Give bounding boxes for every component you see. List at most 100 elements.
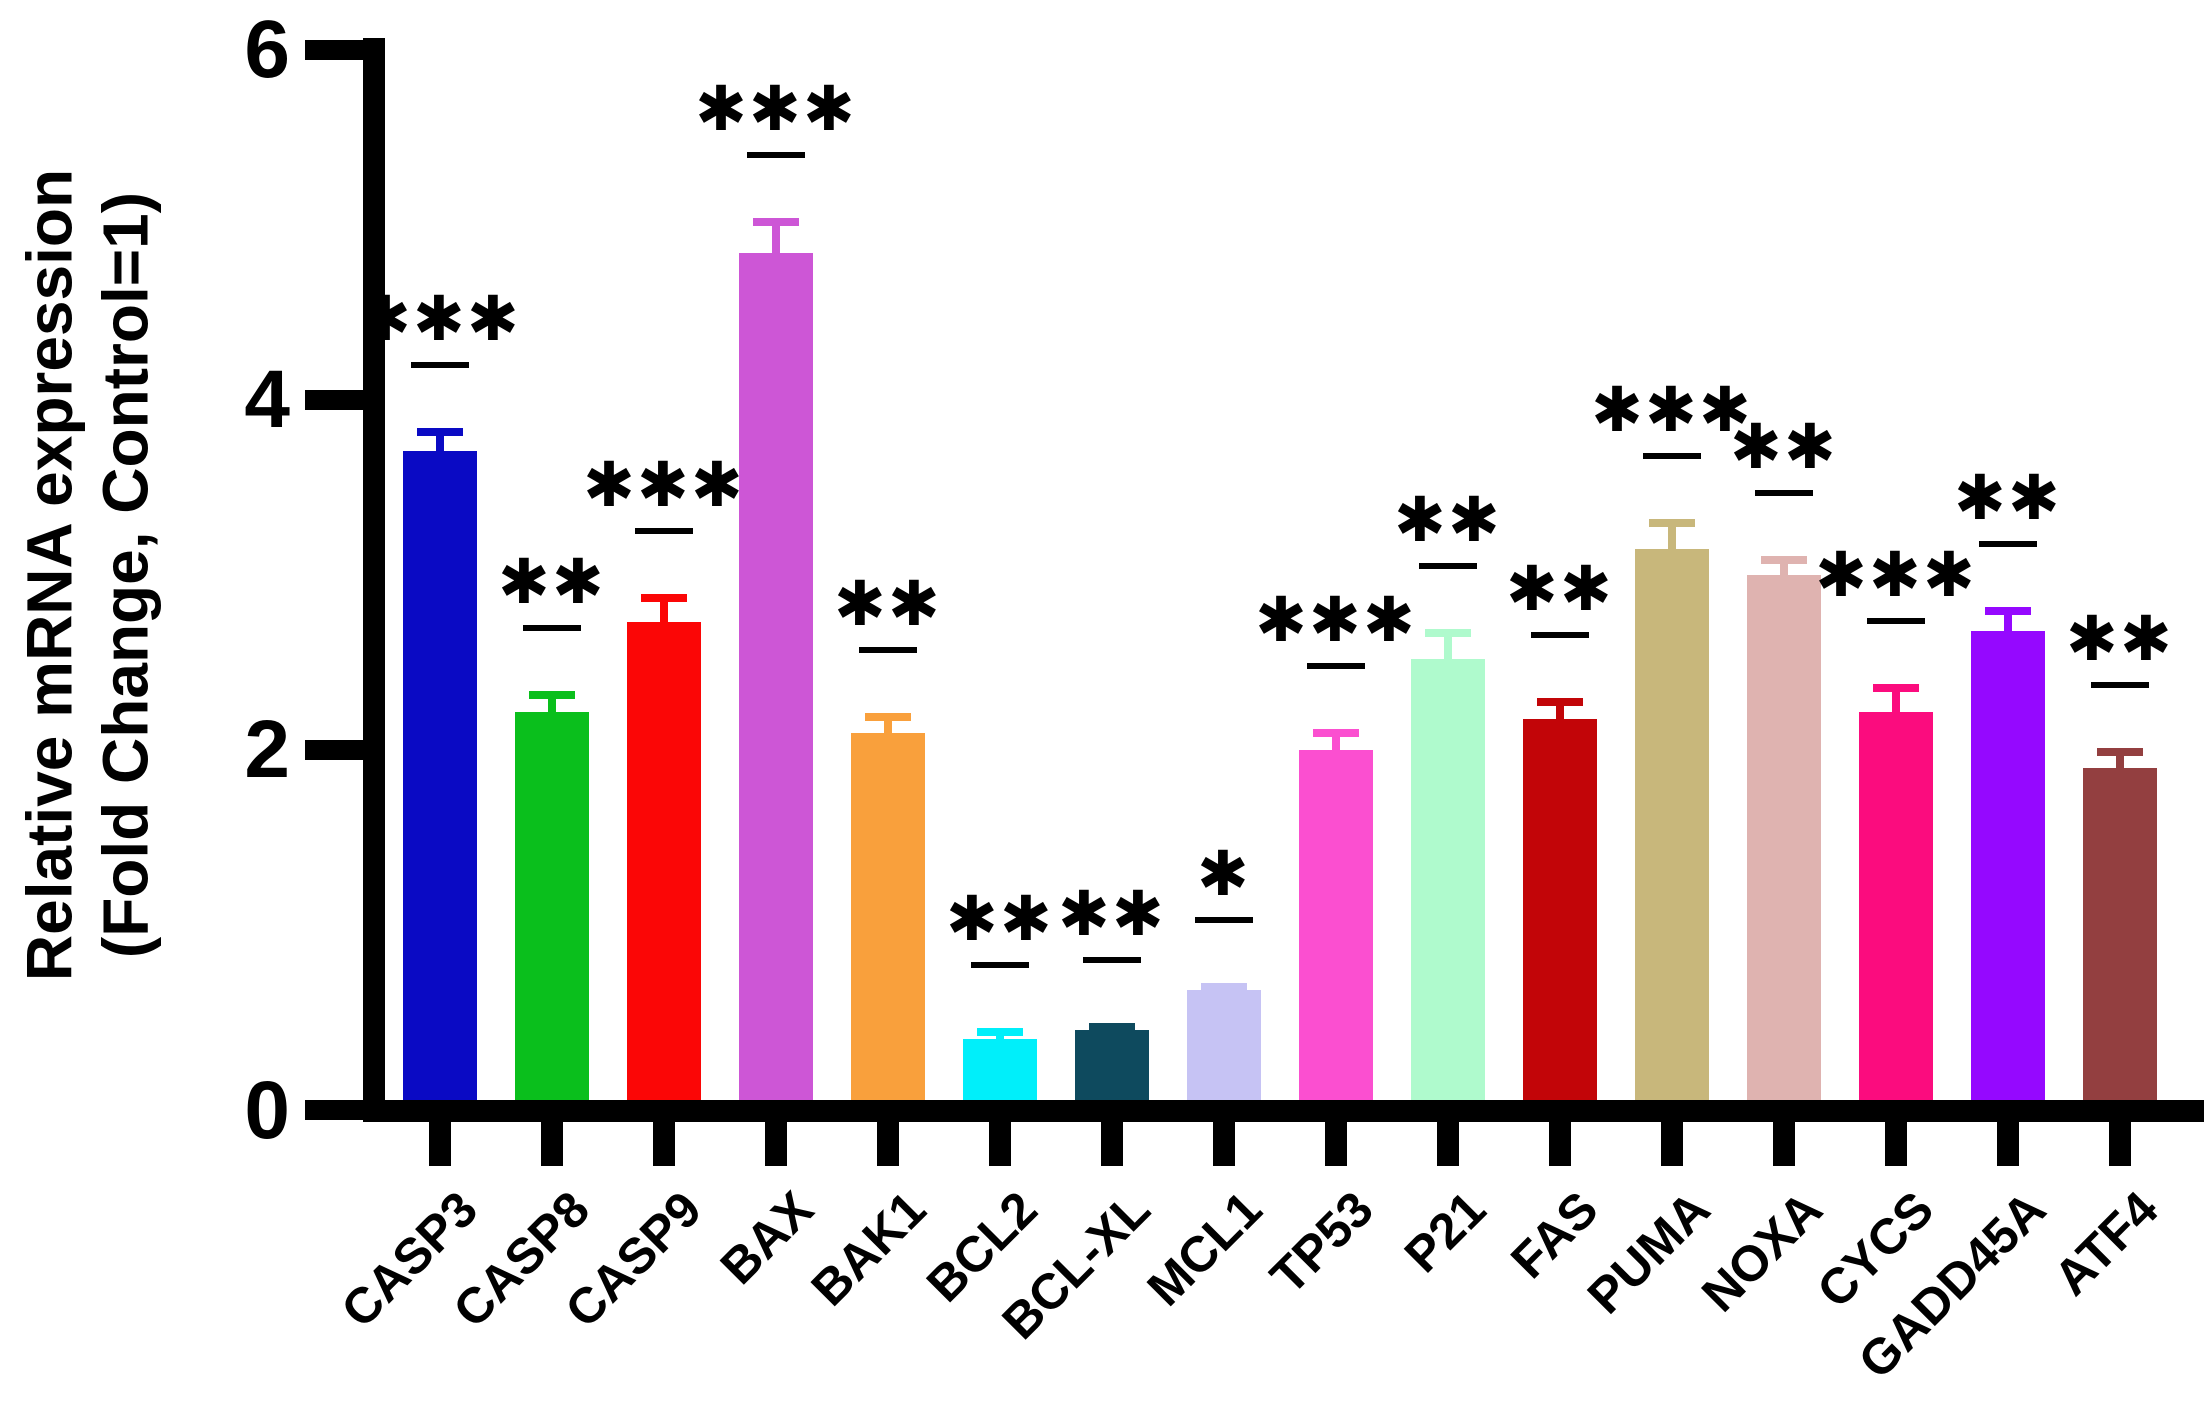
significance-line-BCL2 [971, 962, 1029, 969]
x-tick-BCL-XL [1101, 1122, 1123, 1166]
significance-stars-ATF4: ✱✱ [2066, 605, 2174, 675]
significance-stars-GADD45A: ✱✱ [1954, 463, 2062, 533]
significance-FAS: ✱✱ [1450, 557, 1670, 638]
bar-BAX [739, 253, 813, 1100]
significance-GADD45A: ✱✱ [1898, 463, 2118, 547]
significance-stars-BAX: ✱✱✱ [695, 75, 857, 144]
error-bar-cap-MCL1 [1201, 982, 1247, 991]
significance-CASP9: ✱✱✱ [554, 451, 774, 535]
significance-CASP8: ✱✱ [442, 547, 662, 631]
bar-GADD45A [1971, 631, 2045, 1100]
error-bar-stem-BAX [772, 222, 780, 277]
significance-line-CASP3 [411, 362, 469, 368]
significance-stars-CASP9: ✱✱✱ [583, 451, 745, 521]
bar-P21 [1411, 659, 1485, 1100]
error-bar-cap-BAK1 [865, 713, 911, 722]
significance-TP53: ✱✱✱ [1226, 589, 1446, 669]
x-label-text-TP53: TP53 [1260, 1180, 1385, 1305]
x-label-text-NOXA: NOXA [1690, 1180, 1833, 1323]
bar-CASP9 [627, 622, 701, 1100]
error-bar-cap-ATF4 [2097, 748, 2143, 757]
significance-stars-BCL-XL: ✱✱ [1058, 880, 1166, 949]
y-axis-title-line2: (Fold Change, Control=1) [89, 191, 161, 959]
error-bar-cap-BAX [753, 218, 799, 226]
bar-CASP3 [403, 450, 477, 1100]
error-bar-cap-GADD45A [1985, 606, 2031, 615]
significance-line-TP53 [1307, 663, 1365, 669]
x-tick-TP53 [1325, 1122, 1347, 1166]
bar-PUMA [1635, 548, 1709, 1100]
significance-CYCS: ✱✱✱ [1786, 540, 2006, 624]
error-bar-cap-P21 [1425, 629, 1471, 638]
significance-stars-TP53: ✱✱✱ [1255, 586, 1417, 655]
significance-BCL2: ✱✱ [890, 885, 1110, 969]
bar-BCL-XL [1075, 1030, 1149, 1100]
significance-MCL1: ✱ [1114, 839, 1334, 923]
y-axis-title-line1: Relative mRNA expression [13, 168, 86, 982]
y-tick-label-0: 0 [244, 1065, 290, 1156]
error-bar-cap-BCL-XL [1089, 1023, 1135, 1031]
y-axis-spine [363, 38, 385, 1122]
x-tick-PUMA [1661, 1122, 1683, 1166]
error-bar-cap-PUMA [1649, 519, 1695, 527]
significance-stars-NOXA: ✱✱ [1730, 412, 1838, 482]
x-label-text-P21: P21 [1393, 1180, 1497, 1284]
significance-line-BAX [747, 152, 805, 158]
significance-BAK1: ✱✱ [778, 570, 998, 654]
significance-stars-BAK1: ✱✱ [834, 570, 942, 640]
significance-line-P21 [1419, 563, 1477, 570]
significance-stars-PUMA: ✱✱✱ [1591, 376, 1753, 445]
x-tick-FAS [1549, 1122, 1571, 1166]
x-label-text-PUMA: PUMA [1576, 1180, 1721, 1325]
x-tick-CYCS [1885, 1122, 1907, 1166]
significance-BCL-XL: ✱✱ [1002, 883, 1222, 963]
significance-P21: ✱✱ [1338, 486, 1558, 570]
x-tick-BAK1 [877, 1122, 899, 1166]
error-bar-stem-P21 [1444, 633, 1452, 683]
x-tick-CASP9 [653, 1122, 675, 1166]
bar-TP53 [1299, 750, 1373, 1100]
x-label-text-MCL1: MCL1 [1136, 1180, 1273, 1317]
error-bar-stem-PUMA [1668, 523, 1676, 573]
error-bar-cap-BCL2 [977, 1028, 1023, 1037]
significance-stars-CYCS: ✱✱✱ [1815, 540, 1977, 610]
significance-line-MCL1 [1195, 916, 1253, 923]
y-axis-title: Relative mRNA expression (Fold Change, C… [12, 169, 163, 981]
bar-BCL2 [963, 1038, 1037, 1100]
significance-line-BAK1 [859, 647, 917, 654]
x-tick-MCL1 [1213, 1122, 1235, 1166]
x-tick-BAX [765, 1122, 787, 1166]
y-tick-label-4: 4 [244, 354, 290, 445]
bar-FAS [1523, 718, 1597, 1100]
bar-CASP8 [515, 711, 589, 1100]
significance-line-CASP8 [523, 624, 581, 631]
bar-BAK1 [851, 732, 925, 1100]
error-bar-cap-CASP3 [417, 428, 463, 436]
x-label-text-ATF4: ATF4 [2042, 1180, 2169, 1307]
significance-line-NOXA [1755, 489, 1813, 496]
significance-line-GADD45A [1979, 540, 2037, 547]
x-tick-GADD45A [1997, 1122, 2019, 1166]
y-tick-label-6: 6 [244, 4, 290, 95]
y-tick-2 [305, 740, 363, 760]
x-tick-P21 [1437, 1122, 1459, 1166]
x-tick-CASP8 [541, 1122, 563, 1166]
bar-ATF4 [2083, 767, 2157, 1100]
x-tick-BCL2 [989, 1122, 1011, 1166]
significance-stars-P21: ✱✱ [1394, 486, 1502, 556]
x-axis-line [363, 1100, 2204, 1122]
significance-stars-CASP8: ✱✱ [498, 547, 606, 617]
bar-MCL1 [1187, 989, 1261, 1100]
bar-CYCS [1859, 711, 1933, 1100]
significance-line-BCL-XL [1083, 957, 1141, 963]
x-tick-CASP3 [429, 1122, 451, 1166]
significance-stars-MCL1: ✱ [1197, 839, 1251, 909]
x-tick-NOXA [1773, 1122, 1795, 1166]
significance-CASP3: ✱✱✱ [330, 288, 550, 368]
y-tick-6 [305, 40, 363, 60]
significance-line-CYCS [1867, 617, 1925, 624]
significance-stars-BCL2: ✱✱ [946, 885, 1054, 955]
error-bar-cap-CYCS [1873, 683, 1919, 692]
error-bar-cap-CASP9 [641, 594, 687, 603]
